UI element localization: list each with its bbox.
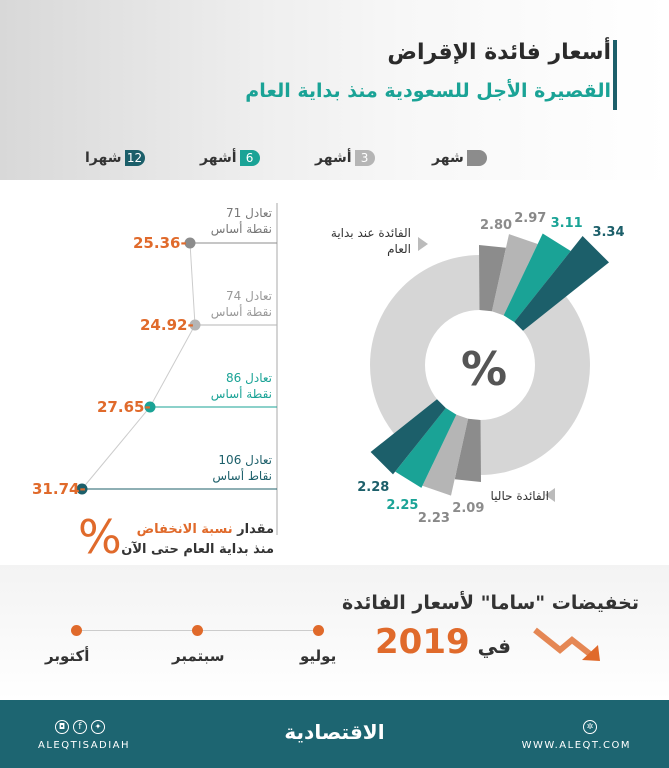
legend-swatch: 3 [354,150,375,166]
legend-swatch: 12 [124,150,145,166]
legend-label: أشهر [315,150,352,166]
globe-icon: ✲ [583,720,597,734]
legend-12m: 12 شهرا [85,150,145,166]
change-pct-3: 27.65- [97,398,151,416]
month-dot [313,625,324,636]
month-october: أكتوبر [45,647,90,665]
trend-down-icon [533,627,600,661]
change-bp-3: تعادل 86 نقطة أساس [210,371,272,401]
legend-label: أشهر [200,150,237,166]
start-value-label: 2.97 [514,210,547,226]
decline-dot [144,401,156,413]
now-arrow-icon [545,488,555,502]
now-bar [422,414,469,496]
month-dot [71,625,82,636]
page-title: أسعار فائدة الإقراض [387,40,611,65]
start-value-label: 3.34 [592,224,625,240]
decline-dot [76,483,88,495]
now-value-label: 2.28 [357,479,390,495]
change-bp-1: تعادل 71 نقطة أساس [210,206,272,236]
center-percent: % [461,342,507,396]
change-pct-1: 25.36- [133,234,187,252]
now-bar [454,418,481,482]
legend-1m: شهر [432,150,487,166]
legend-label: شهرا [85,150,122,166]
social-icons: ◘ f ✦ [55,720,105,734]
legend-label: شهر [432,150,464,166]
hero-photo [0,0,669,180]
change-bp-2: تعادل 74 نقطة أساس [210,289,272,319]
cuts-year: في 2019 [375,622,511,662]
page-subtitle: القصيرة الأجل للسعودية منذ بداية العام [245,80,611,102]
now-bar [395,408,457,488]
start-bar [514,236,609,331]
now-bar [370,399,446,475]
start-bar [479,245,506,312]
month-dot [192,625,203,636]
cuts-title: تخفيضات "ساما" لأسعار الفائدة [342,592,639,614]
decline-dot [189,319,201,331]
facebook-icon[interactable]: f [73,720,87,734]
start-value-label: 3.11 [550,215,583,231]
change-pct-2: 24.92- [140,316,194,334]
start-arrow-icon [418,237,428,251]
now-label: الفائدة حاليا [490,489,549,503]
twitter-icon[interactable]: ✦ [91,720,105,734]
start-bar [491,234,538,316]
now-value-label: 2.25 [386,498,419,514]
now-value-label: 2.09 [452,501,485,517]
social-handle[interactable]: ALEQTISADIAH [38,740,131,751]
start-value-label: 2.80 [480,217,513,233]
footer: ◘ f ✦ ALEQTISADIAH الاقتصادية ✲ WWW.ALEQ… [0,700,669,768]
radial-chart: % [76,203,609,535]
legend-6m: 6 أشهر [200,150,260,166]
donut-hole [425,310,535,420]
decline-percent-symbol: % [78,510,122,564]
legend-swatch: 6 [239,150,260,166]
now-value-label: 2.23 [417,510,450,526]
decline-dot [184,237,196,249]
start-bar [503,233,571,322]
instagram-icon[interactable]: ◘ [55,720,69,734]
month-september: سبتمبر [172,647,225,665]
decline-line [81,242,196,490]
month-july: يوليو [300,647,337,665]
title-accent [613,40,617,110]
cuts-section [0,565,669,700]
legend-3m: 3 أشهر [315,150,375,166]
change-pct-4: 31.74- [32,480,86,498]
start-label: الفائدة عند بداية العام [330,226,411,256]
change-bp-4: تعادل 106 نقاط أساس [212,453,272,483]
website-link[interactable]: WWW.ALEQT.COM [521,740,631,751]
brand-logo: الاقتصادية [284,720,385,744]
decline-note: مقدار نسبة الانخفاض منذ بداية العام حتى ا… [121,522,274,557]
legend-swatch [466,150,487,166]
